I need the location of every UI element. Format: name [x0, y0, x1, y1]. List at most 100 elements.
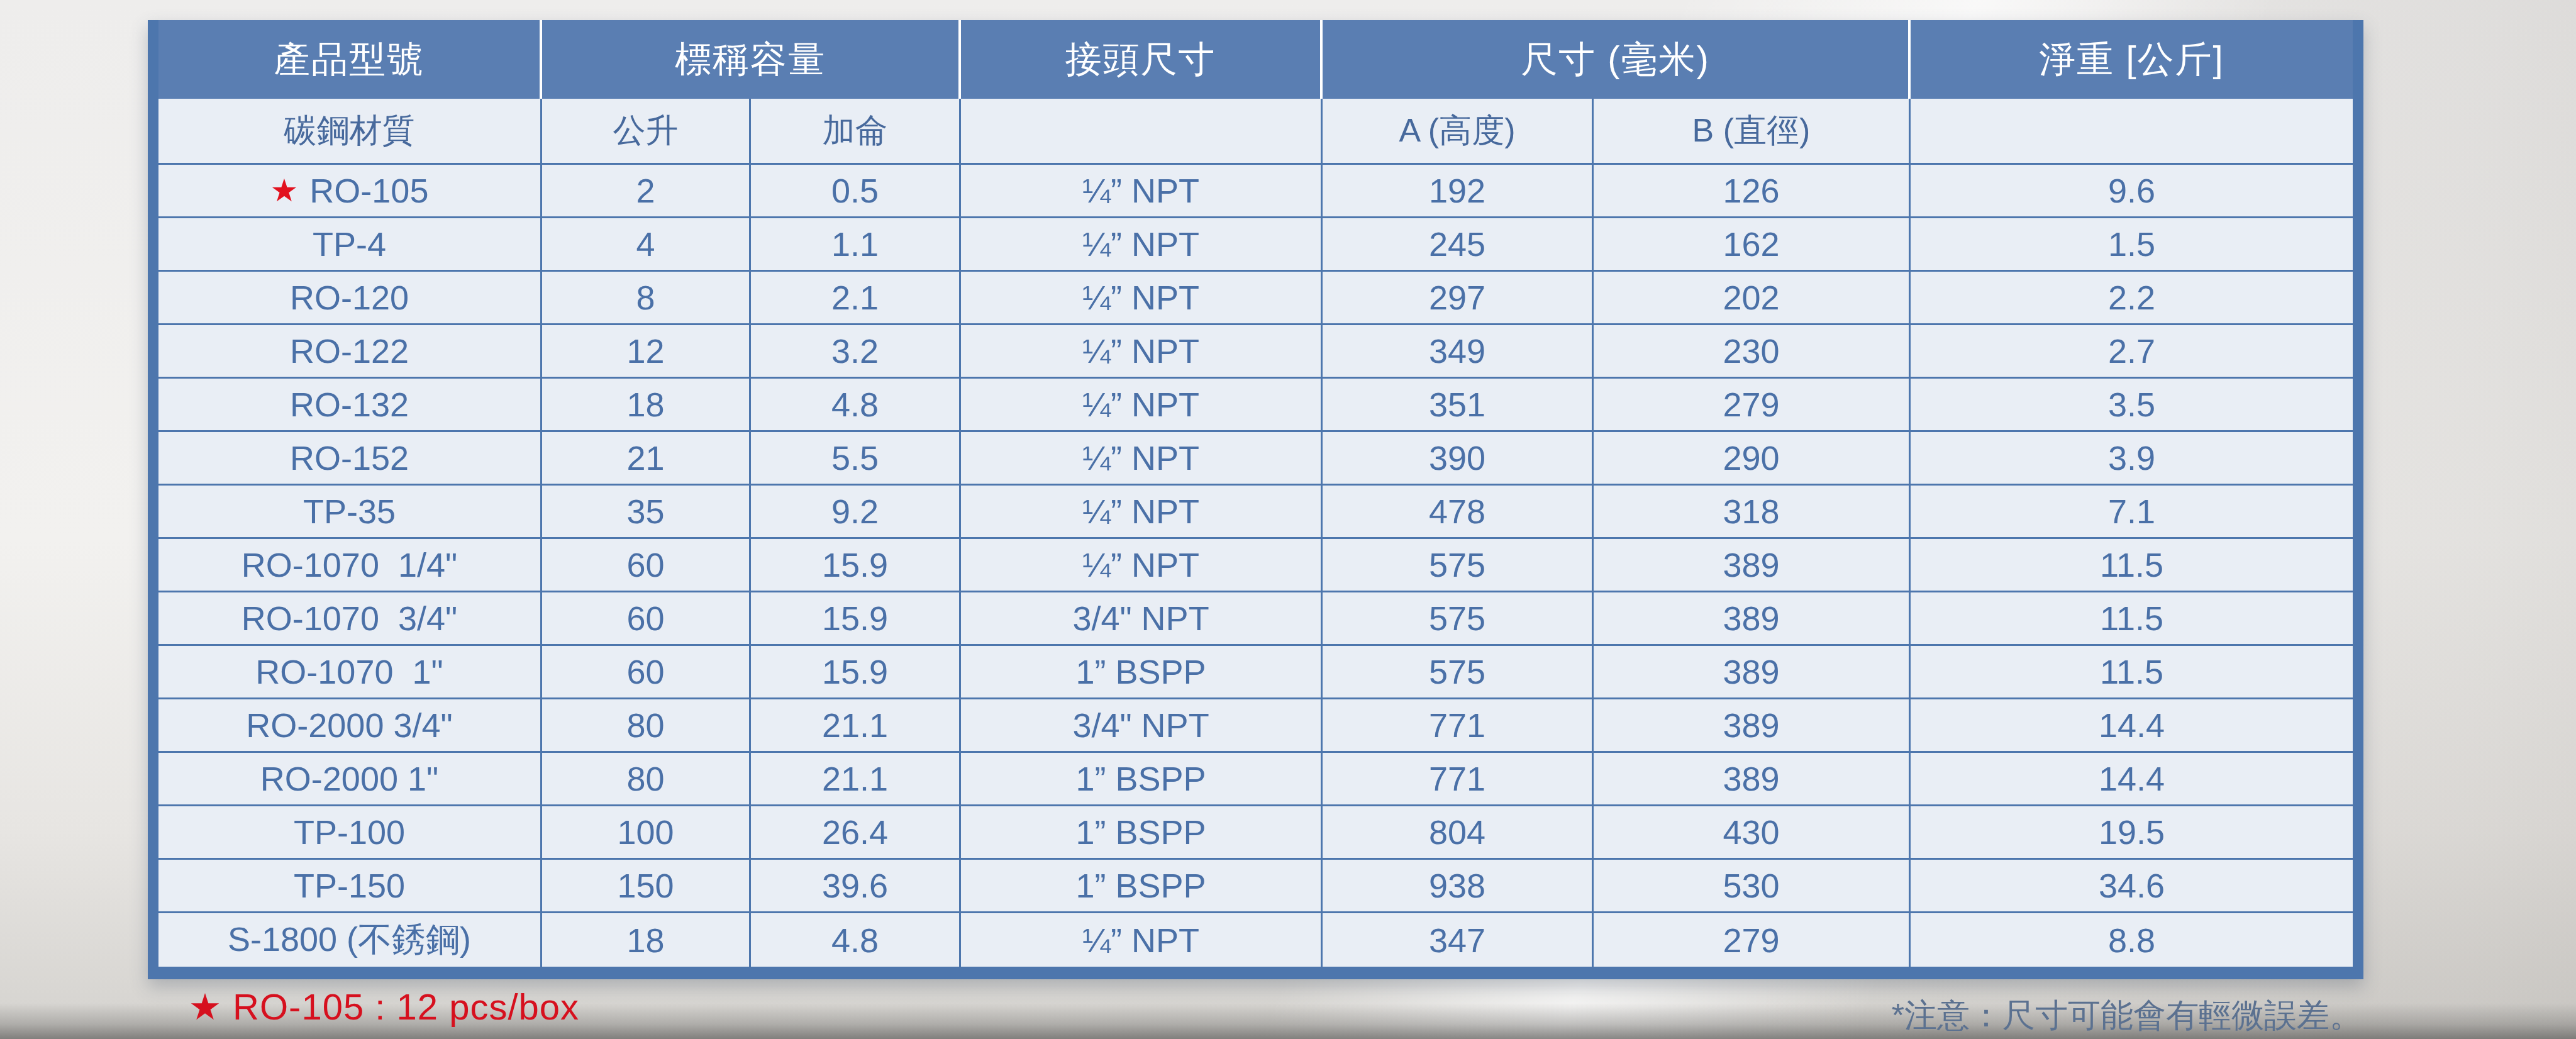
cell-weight: 14.4: [1911, 753, 2353, 806]
cell-connector: 1” BSPP: [961, 753, 1323, 806]
cell-gallons: 9.2: [751, 486, 961, 539]
cell-model: TP-35: [158, 486, 542, 539]
cell-gallons: 15.9: [751, 646, 961, 699]
cell-weight: 2.7: [1911, 325, 2353, 379]
cell-connector: ¼” NPT: [961, 325, 1323, 379]
cell-height: 771: [1323, 753, 1594, 806]
cell-connector: ¼” NPT: [961, 539, 1323, 592]
cell-weight: 8.8: [1911, 913, 2353, 967]
cell-height: 804: [1323, 806, 1594, 860]
cell-height: 938: [1323, 860, 1594, 913]
cell-liters: 150: [542, 860, 751, 913]
cell-connector: 1” BSPP: [961, 806, 1323, 860]
cell-diameter: 389: [1594, 699, 1911, 753]
subheader-gallons: 加侖: [751, 99, 961, 165]
cell-gallons: 15.9: [751, 539, 961, 592]
cell-liters: 80: [542, 699, 751, 753]
cell-connector: ¼” NPT: [961, 165, 1323, 218]
cell-connector: ¼” NPT: [961, 272, 1323, 325]
cell-model: RO-122: [158, 325, 542, 379]
cell-liters: 35: [542, 486, 751, 539]
cell-weight: 3.5: [1911, 379, 2353, 432]
cell-diameter: 202: [1594, 272, 1911, 325]
cell-connector: ¼” NPT: [961, 486, 1323, 539]
header-cell-dimensions: 尺寸 (毫米): [1323, 20, 1911, 99]
cell-weight: 2.2: [1911, 272, 2353, 325]
cell-connector: 1” BSPP: [961, 646, 1323, 699]
cell-model: TP-150: [158, 860, 542, 913]
cell-model: RO-2000 1": [158, 753, 542, 806]
cell-gallons: 1.1: [751, 218, 961, 272]
cell-height: 771: [1323, 699, 1594, 753]
cell-diameter: 430: [1594, 806, 1911, 860]
cell-diameter: 162: [1594, 218, 1911, 272]
cell-connector: 3/4" NPT: [961, 592, 1323, 646]
cell-diameter: 530: [1594, 860, 1911, 913]
cell-liters: 2: [542, 165, 751, 218]
cell-liters: 100: [542, 806, 751, 860]
cell-diameter: 389: [1594, 539, 1911, 592]
cell-height: 245: [1323, 218, 1594, 272]
cell-model: RO-120: [158, 272, 542, 325]
tolerance-note: *注意：尺寸可能會有輕微誤差。: [1892, 994, 2362, 1038]
cell-model: RO-2000 3/4": [158, 699, 542, 753]
cell-liters: 60: [542, 646, 751, 699]
cell-model: RO-132: [158, 379, 542, 432]
cell-weight: 11.5: [1911, 592, 2353, 646]
header-cell-connector: 接頭尺寸: [961, 20, 1323, 99]
cell-liters: 8: [542, 272, 751, 325]
cell-gallons: 21.1: [751, 699, 961, 753]
cell-connector: ¼” NPT: [961, 379, 1323, 432]
cell-model: RO-1070 3/4": [158, 592, 542, 646]
cell-weight: 11.5: [1911, 646, 2353, 699]
cell-liters: 4: [542, 218, 751, 272]
header-cell-weight: 淨重 [公斤]: [1911, 20, 2353, 99]
table-header-row: 產品型號 標稱容量 接頭尺寸 尺寸 (毫米) 淨重 [公斤]: [158, 20, 2353, 99]
subheader-weight-empty: [1911, 99, 2353, 165]
cell-diameter: 389: [1594, 592, 1911, 646]
cell-weight: 14.4: [1911, 699, 2353, 753]
cell-height: 349: [1323, 325, 1594, 379]
cell-height: 575: [1323, 646, 1594, 699]
cell-height: 297: [1323, 272, 1594, 325]
cell-height: 351: [1323, 379, 1594, 432]
packaging-note: ★ RO-105 : 12 pcs/box: [189, 986, 579, 1028]
cell-weight: 9.6: [1911, 165, 2353, 218]
cell-connector: ¼” NPT: [961, 218, 1323, 272]
cell-diameter: 126: [1594, 165, 1911, 218]
cell-connector: ¼” NPT: [961, 432, 1323, 486]
cell-diameter: 389: [1594, 753, 1911, 806]
cell-diameter: 290: [1594, 432, 1911, 486]
cell-height: 192: [1323, 165, 1594, 218]
cell-model: RO-1070 1": [158, 646, 542, 699]
cell-connector: 1” BSPP: [961, 860, 1323, 913]
cell-liters: 60: [542, 592, 751, 646]
cell-gallons: 39.6: [751, 860, 961, 913]
cell-liters: 60: [542, 539, 751, 592]
cell-weight: 34.6: [1911, 860, 2353, 913]
subheader-diameter: B (直徑): [1594, 99, 1911, 165]
table-body: 碳鋼材質 公升 加侖 A (高度) B (直徑) ★RO-105 2 0.5 ¼…: [158, 99, 2353, 967]
cell-weight: 3.9: [1911, 432, 2353, 486]
header-cell-product: 產品型號: [158, 20, 542, 99]
subheader-connector-empty: [961, 99, 1323, 165]
cell-diameter: 279: [1594, 913, 1911, 967]
cell-gallons: 5.5: [751, 432, 961, 486]
cell-gallons: 4.8: [751, 913, 961, 967]
cell-gallons: 4.8: [751, 379, 961, 432]
cell-diameter: 279: [1594, 379, 1911, 432]
cell-connector: 3/4" NPT: [961, 699, 1323, 753]
model-label: RO-105: [309, 171, 428, 210]
cell-liters: 18: [542, 379, 751, 432]
cell-connector: ¼” NPT: [961, 913, 1323, 967]
cell-diameter: 318: [1594, 486, 1911, 539]
cell-model: RO-152: [158, 432, 542, 486]
cell-model: RO-1070 1/4": [158, 539, 542, 592]
cell-model: S-1800 (不銹鋼): [158, 913, 542, 967]
cell-diameter: 389: [1594, 646, 1911, 699]
cell-gallons: 15.9: [751, 592, 961, 646]
cell-gallons: 3.2: [751, 325, 961, 379]
cell-height: 478: [1323, 486, 1594, 539]
cell-liters: 12: [542, 325, 751, 379]
cell-liters: 21: [542, 432, 751, 486]
